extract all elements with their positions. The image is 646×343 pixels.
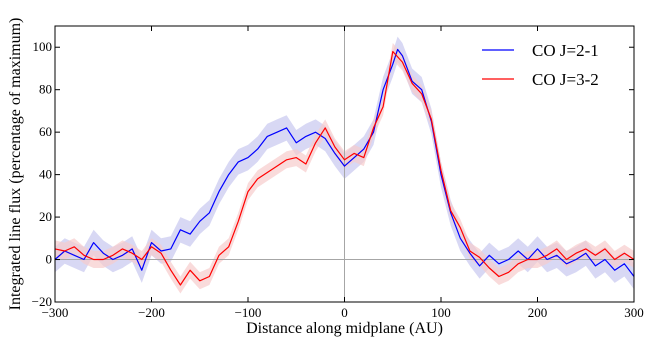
x-tick-label: −300 bbox=[42, 305, 69, 320]
legend-label-co-3-2: CO J=3-2 bbox=[532, 70, 599, 89]
y-axis-label: Integrated line flux (percentage of maxi… bbox=[7, 18, 24, 311]
x-tick-label: 300 bbox=[624, 305, 644, 320]
y-tick-label: 0 bbox=[46, 252, 53, 267]
y-tick-label: 40 bbox=[39, 167, 52, 182]
series-line-co-j-3-2 bbox=[54, 50, 635, 286]
y-tick-label: 20 bbox=[39, 209, 52, 224]
x-tick-label: 200 bbox=[528, 305, 548, 320]
x-tick-label: 100 bbox=[431, 305, 451, 320]
y-tick-label: 60 bbox=[39, 124, 52, 139]
y-tick-label: −20 bbox=[32, 294, 52, 309]
y-tick-label: 80 bbox=[39, 82, 52, 97]
x-axis-label: Distance along midplane (AU) bbox=[246, 320, 443, 337]
x-tick-label: −100 bbox=[235, 305, 262, 320]
series-lines bbox=[54, 48, 635, 286]
x-tick-label: −200 bbox=[138, 305, 165, 320]
series-line-co-j-2-1 bbox=[54, 48, 635, 277]
legend: CO J=2-1 CO J=3-2 bbox=[482, 41, 599, 89]
y-tick-label: 100 bbox=[33, 39, 53, 54]
x-tick-label: 0 bbox=[341, 305, 348, 320]
legend-label-co-2-1: CO J=2-1 bbox=[532, 41, 599, 60]
